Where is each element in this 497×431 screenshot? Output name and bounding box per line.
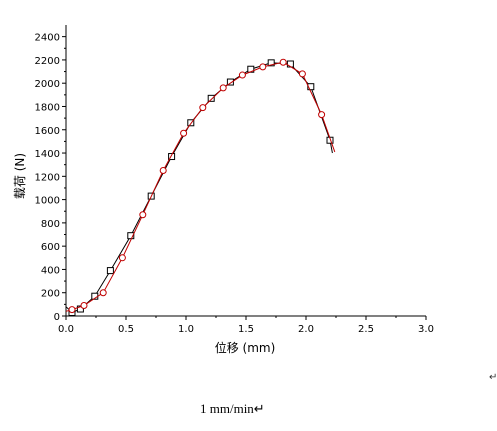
y-tick-label: 800 (41, 219, 60, 230)
y-tick-label: 0 (54, 312, 60, 323)
circle-marker (118, 254, 126, 262)
y-axis-title: 载荷 (N) (13, 153, 27, 199)
circle-marker (99, 289, 107, 297)
circle-marker (219, 84, 227, 92)
circle-marker (199, 104, 207, 112)
circle-marker (80, 302, 88, 310)
square-marker (168, 153, 176, 161)
y-tick-label: 200 (41, 289, 60, 300)
circle-marker (180, 129, 188, 137)
y-tick-label: 1200 (35, 172, 60, 183)
circle-marker (279, 58, 287, 66)
square-marker (267, 59, 275, 67)
circle-marker (159, 167, 167, 174)
y-tick-label: 2200 (35, 56, 60, 67)
y-tick-label: 2400 (35, 33, 60, 44)
circle-marker (298, 70, 306, 78)
x-tick-label: 0.0 (58, 324, 74, 335)
y-tick-label: 600 (41, 242, 60, 253)
series-line-1 (65, 62, 333, 314)
square-marker (127, 232, 135, 240)
circle-marker (68, 306, 76, 314)
y-tick-label: 1600 (35, 126, 60, 137)
x-tick-label: 3.0 (418, 324, 434, 335)
circle-marker (259, 63, 267, 71)
x-tick-label: 1.0 (178, 324, 194, 335)
circle-marker (238, 71, 246, 79)
y-tick-label: 1000 (35, 196, 60, 207)
square-marker (226, 78, 234, 86)
x-tick-label: 0.5 (118, 324, 134, 335)
chart-series-layer (65, 58, 336, 317)
circle-marker (139, 211, 147, 219)
y-tick-label: 1400 (35, 149, 60, 160)
square-marker (187, 119, 195, 127)
y-tick-label: 2000 (35, 79, 60, 90)
circle-marker (318, 111, 326, 119)
square-marker (207, 94, 215, 102)
square-marker (76, 305, 84, 313)
caption-text: 1 mm/min↵ (200, 401, 265, 416)
chart-ticks-layer: 0.0 0.5 1.0 1.5 2.0 2.5 3.0 0 200 400 600 800 1000 12… (35, 33, 434, 335)
series-line-2 (65, 61, 336, 312)
chart-axes (65, 25, 426, 317)
x-tick-label: 1.5 (238, 324, 254, 335)
square-marker (307, 83, 315, 91)
y-tick-label: 1800 (35, 102, 60, 113)
x-tick-label: 2.0 (298, 324, 314, 335)
return-mark: ↵ (489, 372, 497, 383)
y-tick-label: 400 (41, 265, 60, 276)
x-tick-label: 2.5 (358, 324, 374, 335)
x-axis-title: 位移 (mm) (215, 340, 276, 355)
square-marker (106, 267, 114, 275)
